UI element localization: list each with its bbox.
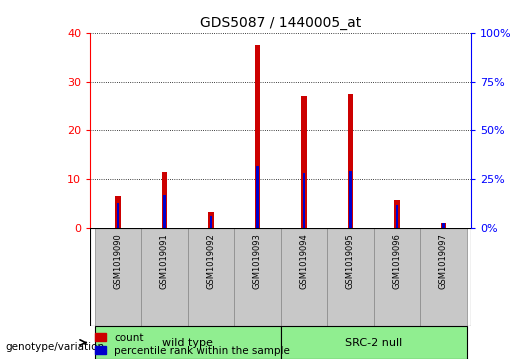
Bar (254, 45, 260, 228)
Bar (256, 166, 259, 228)
Text: GSM1019095: GSM1019095 (346, 233, 355, 289)
Bar (117, 203, 119, 228)
Bar (115, 196, 121, 228)
Bar (210, 216, 212, 228)
Text: GSM1019092: GSM1019092 (207, 233, 215, 289)
Bar (162, 172, 167, 228)
Text: GSM1019093: GSM1019093 (253, 233, 262, 289)
Bar (348, 94, 353, 228)
Bar (281, 326, 467, 359)
Bar (163, 195, 166, 228)
Bar (440, 223, 446, 228)
Bar (301, 96, 307, 228)
Bar (327, 228, 373, 326)
Bar (373, 228, 420, 326)
Bar (95, 228, 141, 326)
Bar (234, 228, 281, 326)
Bar (442, 223, 444, 228)
Text: GSM1019096: GSM1019096 (392, 233, 401, 289)
Title: GDS5087 / 1440005_at: GDS5087 / 1440005_at (200, 16, 362, 30)
Text: GSM1019090: GSM1019090 (113, 233, 123, 289)
Bar (303, 174, 305, 228)
Bar (208, 212, 214, 228)
Bar (349, 171, 352, 228)
Text: GSM1019094: GSM1019094 (299, 233, 308, 289)
Bar (394, 200, 400, 228)
Text: GSM1019097: GSM1019097 (439, 233, 448, 289)
Text: genotype/variation: genotype/variation (5, 342, 104, 352)
Bar (188, 228, 234, 326)
Bar (95, 326, 281, 359)
Bar (281, 228, 327, 326)
Bar (396, 205, 398, 228)
Text: GSM1019091: GSM1019091 (160, 233, 169, 289)
Text: SRC-2 null: SRC-2 null (345, 338, 402, 348)
Text: wild type: wild type (162, 338, 213, 348)
Bar (420, 228, 467, 326)
Bar (141, 228, 188, 326)
Legend: count, percentile rank within the sample: count, percentile rank within the sample (95, 333, 290, 356)
